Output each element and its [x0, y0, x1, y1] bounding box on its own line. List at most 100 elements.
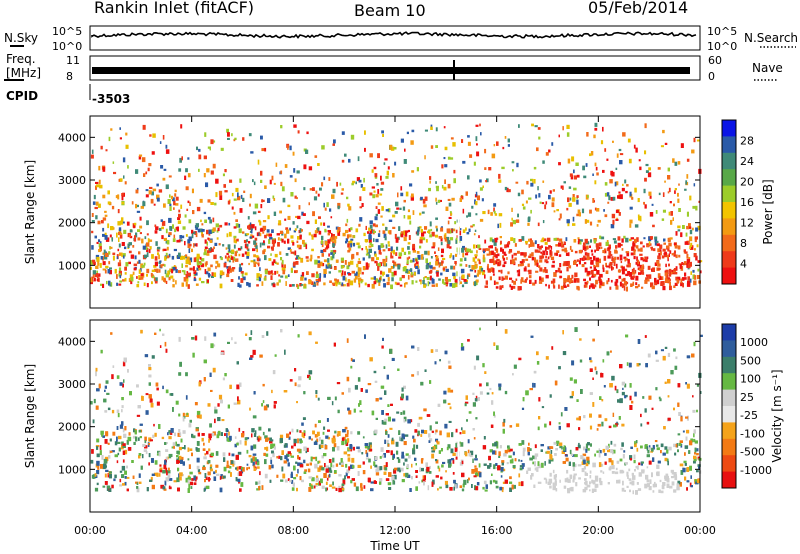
- echo-cell: [652, 248, 656, 252]
- echo-cell: [150, 272, 153, 277]
- echo-cell: [385, 257, 388, 263]
- echo-cell: [455, 443, 458, 448]
- echo-cell: [257, 159, 260, 165]
- echo-cell: [447, 240, 451, 245]
- echo-cell: [692, 274, 696, 280]
- echo-cell: [327, 436, 330, 440]
- echo-cell: [438, 199, 442, 202]
- echo-cell: [475, 417, 478, 420]
- echo-cell: [686, 282, 691, 287]
- echo-cell: [473, 161, 476, 166]
- echo-cell: [178, 336, 181, 342]
- echo-cell: [640, 247, 643, 252]
- echo-cell: [248, 466, 250, 470]
- echo-cell: [441, 464, 444, 468]
- echo-cell: [294, 382, 297, 387]
- echo-cell: [448, 246, 452, 249]
- echo-cell: [401, 433, 405, 438]
- echo-cell: [675, 266, 678, 271]
- echo-cell: [430, 349, 434, 353]
- echo-cell: [540, 245, 543, 248]
- echo-cell: [225, 247, 228, 250]
- echo-cell: [680, 278, 683, 284]
- echo-cell: [599, 481, 603, 486]
- echo-cell: [586, 256, 590, 261]
- echo-cell: [128, 261, 131, 265]
- echo-cell: [585, 448, 588, 453]
- echo-cell: [576, 399, 579, 402]
- echo-cell: [414, 263, 417, 267]
- echo-cell: [468, 228, 471, 232]
- echo-cell: [479, 218, 484, 222]
- echo-cell: [631, 268, 634, 273]
- echo-cell: [390, 266, 394, 269]
- echo-cell: [297, 130, 300, 134]
- echo-cell: [566, 423, 570, 428]
- echo-cell: [252, 349, 256, 355]
- echo-cell: [474, 465, 477, 468]
- echo-cell: [453, 265, 456, 270]
- echo-cell: [450, 265, 453, 270]
- echo-cell: [108, 280, 111, 286]
- echo-cell: [629, 405, 633, 410]
- echo-cell: [378, 281, 381, 286]
- echo-cell: [205, 476, 208, 480]
- echo-cell: [207, 146, 211, 149]
- echo-cell: [366, 263, 370, 268]
- echo-cell: [445, 268, 449, 272]
- echo-cell: [441, 185, 444, 189]
- echo-cell: [393, 270, 397, 276]
- echo-cell: [318, 278, 321, 282]
- echo-cell: [376, 183, 379, 186]
- echo-cell: [219, 273, 222, 279]
- echo-cell: [208, 448, 211, 452]
- echo-cell: [148, 190, 152, 195]
- echo-cell: [272, 242, 275, 247]
- echo-cell: [592, 338, 595, 342]
- echo-cell: [287, 204, 291, 208]
- echo-cell: [360, 280, 363, 284]
- echo-cell: [227, 200, 230, 205]
- echo-cell: [632, 281, 635, 286]
- echo-cell: [411, 463, 413, 468]
- echo-cell: [443, 126, 446, 129]
- echo-cell: [443, 282, 447, 285]
- echo-cell: [262, 225, 267, 231]
- echo-cell: [528, 216, 531, 221]
- echo-cell: [528, 442, 530, 446]
- echo-cell: [162, 135, 165, 140]
- echo-cell: [602, 267, 605, 272]
- echo-cell: [240, 246, 243, 250]
- echo-cell: [679, 264, 682, 269]
- echo-cell: [464, 401, 469, 404]
- echo-cell: [628, 158, 632, 164]
- echo-cell: [303, 391, 306, 395]
- echo-cell: [383, 233, 387, 238]
- echo-cell: [175, 400, 179, 405]
- echo-cell: [520, 277, 524, 283]
- echo-cell: [111, 450, 115, 453]
- echo-cell: [609, 383, 613, 388]
- echo-cell: [380, 447, 384, 452]
- echo-cell: [618, 269, 621, 273]
- echo-cell: [592, 255, 596, 261]
- echo-cell: [252, 248, 256, 252]
- echo-cell: [670, 469, 674, 473]
- echo-cell: [437, 403, 441, 407]
- echo-cell: [327, 225, 330, 228]
- echo-cell: [430, 126, 433, 130]
- echo-cell: [596, 246, 600, 251]
- echo-cell: [410, 195, 414, 201]
- echo-cell: [484, 148, 487, 154]
- echo-cell: [632, 242, 636, 247]
- echo-cell: [294, 250, 297, 256]
- echo-cell: [130, 280, 133, 285]
- echo-cell: [361, 271, 364, 275]
- velocity-scatter: [90, 322, 703, 510]
- echo-cell: [450, 157, 454, 160]
- echo-cell: [272, 238, 276, 241]
- echo-cell: [606, 192, 610, 197]
- echo-cell: [548, 478, 553, 484]
- echo-cell: [308, 370, 313, 375]
- echo-cell: [124, 481, 127, 486]
